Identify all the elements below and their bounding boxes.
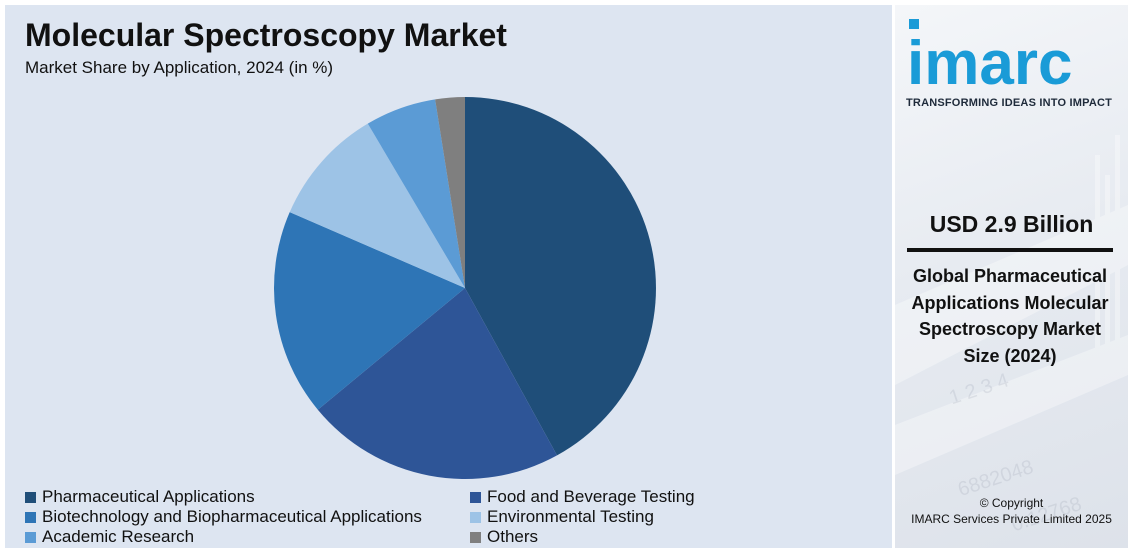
logo-accent-icon (909, 19, 919, 29)
legend-item: Academic Research (25, 527, 194, 547)
logo-tagline: TRANSFORMING IDEAS INTO IMPACT (906, 97, 1113, 109)
pie-chart (273, 97, 656, 479)
pie-slice-pharmaceutical-applications (465, 97, 656, 456)
legend-item: Food and Beverage Testing (470, 487, 695, 507)
legend-swatch (25, 531, 36, 543)
imarc-logo: imarc TRANSFORMING IDEAS INTO IMPACT (903, 15, 1125, 115)
chart-subtitle: Market Share by Application, 2024 (in %) (25, 58, 334, 77)
pie-slice-environmental-testing (289, 123, 465, 288)
legend-item: Biotechnology and Biopharmaceutical Appl… (25, 507, 422, 527)
chart-title: Molecular Spectroscopy Market (25, 17, 507, 53)
copyright-line: © Copyright (979, 496, 1044, 510)
logo-wordmark: imarc (907, 29, 1073, 98)
copyright-company: IMARC Services Private Limited 2025 (911, 512, 1112, 526)
copyright: © Copyright IMARC Services Private Limit… (895, 495, 1128, 527)
market-size-description: Global Pharmaceutical Applications Molec… (911, 266, 1109, 366)
pie-slice-food-and-beverage-testing (317, 288, 558, 479)
legend-label: Biotechnology and Biopharmaceutical Appl… (42, 507, 422, 526)
legend-swatch (25, 491, 36, 503)
pie-slice-academic-research (367, 99, 465, 288)
chart-panel: Molecular Spectroscopy Market Market Sha… (5, 5, 892, 548)
pie-slice-biotechnology-and-biopharmaceutical-applications (273, 212, 465, 410)
side-panel: 1 2 3 4 6882048 0.12768 imarc TRANSFORMI… (895, 5, 1128, 548)
legend-item: Others (470, 527, 538, 547)
legend-label: Others (487, 527, 539, 546)
legend-swatch (470, 511, 481, 523)
pie-slice-others (435, 97, 465, 288)
legend-label: Pharmaceutical Applications (42, 487, 255, 506)
legend-label: Academic Research (42, 527, 195, 546)
legend-swatch (470, 531, 481, 543)
legend-label: Environmental Testing (487, 507, 654, 526)
legend-item: Environmental Testing (470, 507, 654, 527)
legend-swatch (470, 491, 481, 503)
legend-label: Food and Beverage Testing (487, 487, 695, 506)
market-size-value: USD 2.9 Billion (929, 211, 1094, 237)
legend-swatch (25, 511, 36, 523)
chart-legend: Pharmaceutical Applications Food and Beve… (5, 5, 892, 548)
legend-item: Pharmaceutical Applications (25, 487, 255, 507)
background-decoration: 1 2 3 4 6882048 0.12768 (895, 135, 1128, 536)
divider (907, 248, 1113, 252)
